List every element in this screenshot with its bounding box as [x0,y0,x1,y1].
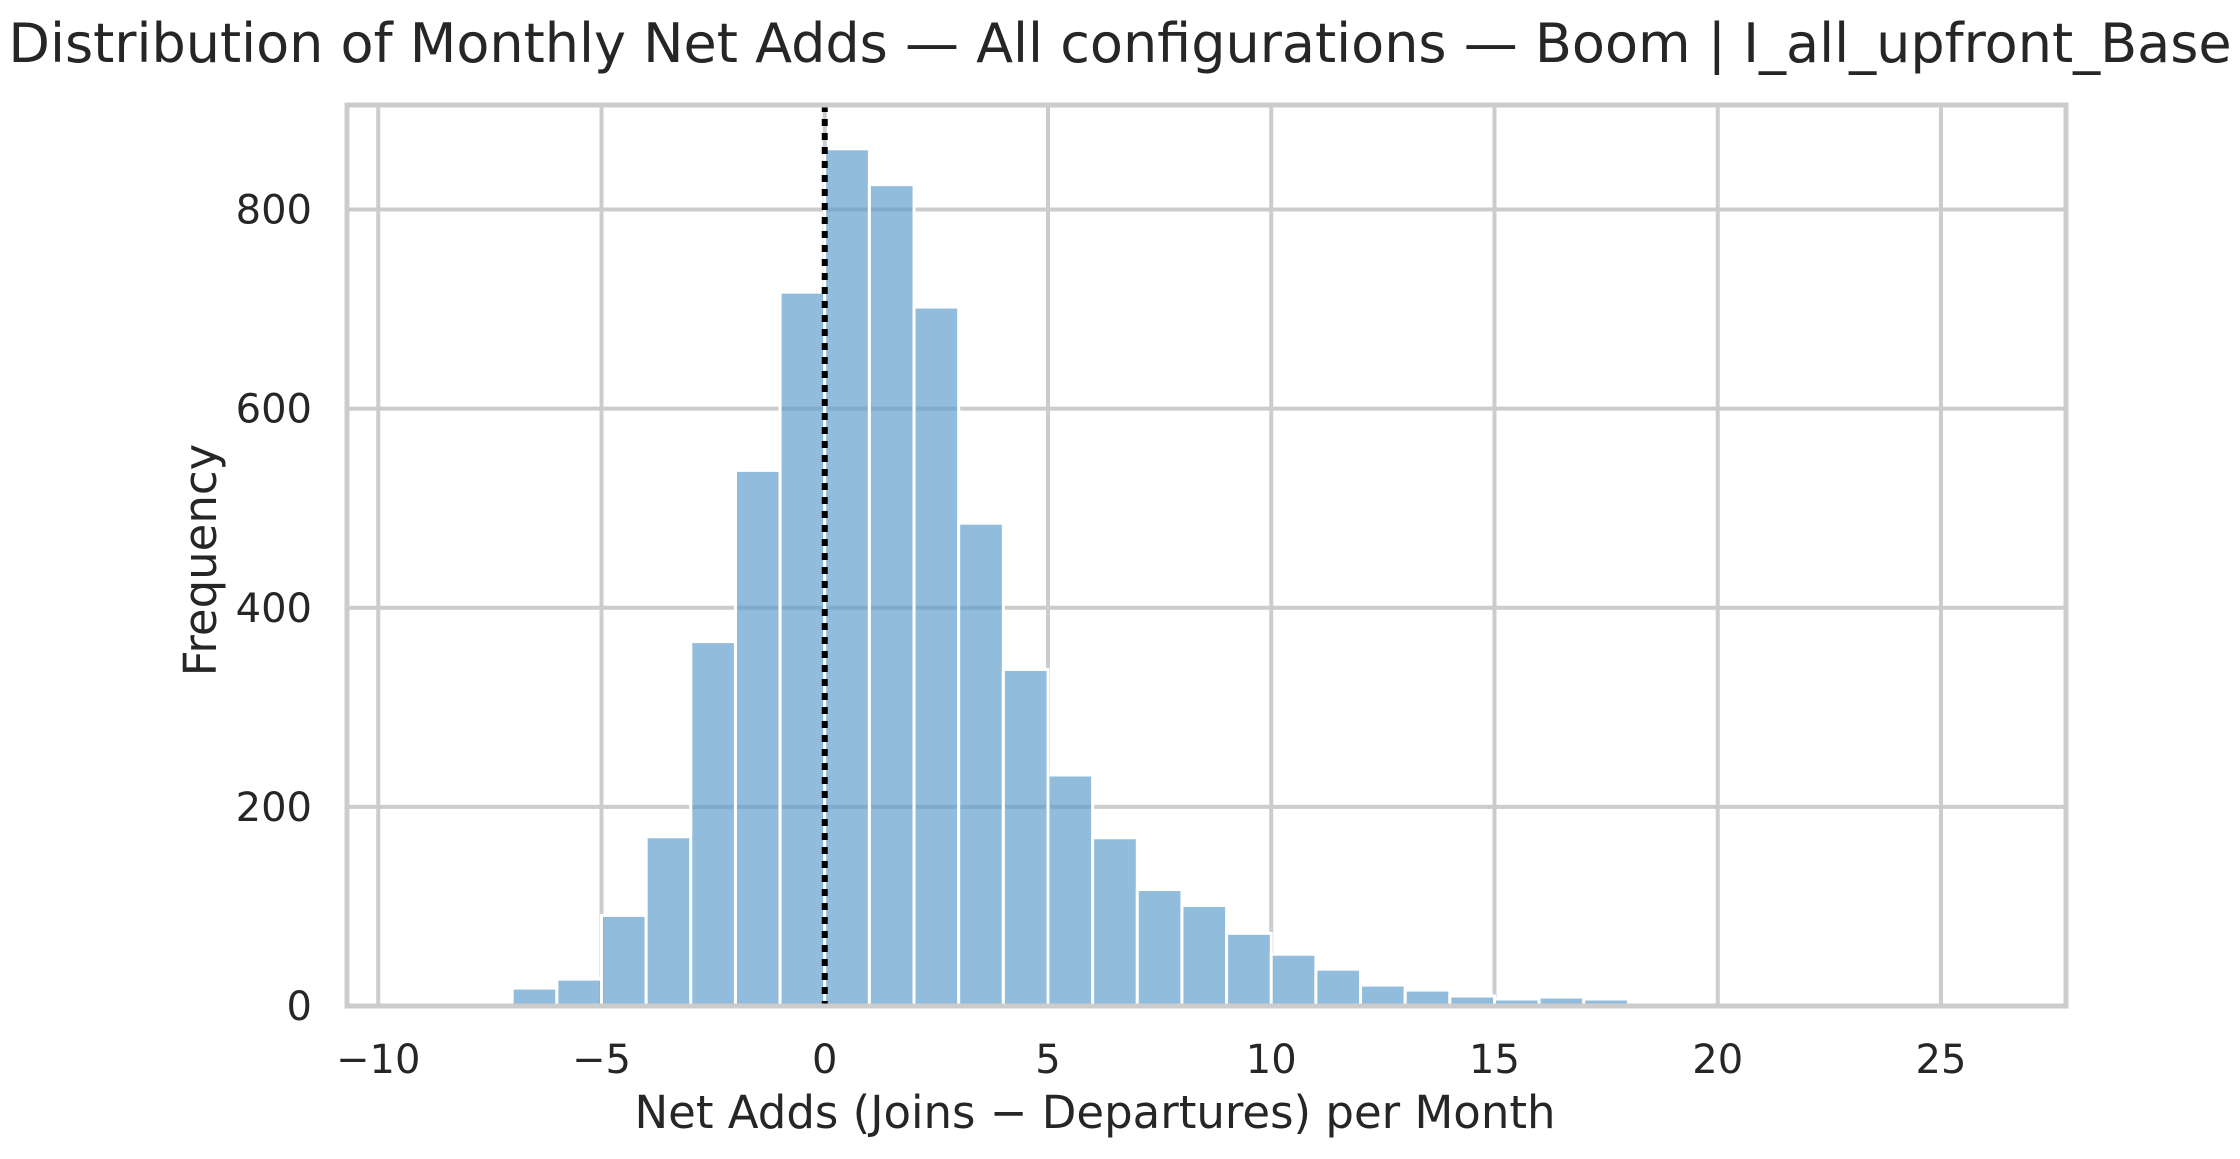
x-axis-label: Net Adds (Joins − Departures) per Month [634,1086,1555,1139]
chart-title: Distribution of Monthly Net Adds — All c… [8,12,2231,75]
histogram-bar [689,640,737,1008]
histogram-bar [1225,931,1273,1008]
grid-lines [347,105,2066,1008]
histogram-bar [1091,836,1139,1008]
x-tick-label: 25 [1916,1037,1967,1083]
x-tick-label: 0 [812,1037,837,1083]
x-tick-label: 10 [1246,1037,1297,1083]
x-tick-label: −5 [572,1037,631,1083]
x-tick-label: −10 [336,1037,420,1083]
histogram-bar [1135,888,1184,1008]
histogram-bar [555,977,604,1008]
y-tick-label: 800 [236,188,312,234]
y-axis-label: Frequency [174,444,227,676]
histogram-bar [778,290,827,1008]
plot-frame [344,102,2069,1009]
histogram-bar [1046,773,1095,1008]
histogram-bar [1359,983,1407,1008]
histogram-bar [733,468,782,1008]
histogram-bar [867,183,916,1008]
x-tick-label: 15 [1469,1037,1520,1083]
y-tick-label: 600 [236,387,312,433]
histogram-bars [376,147,2032,1008]
y-tick-label: 400 [236,586,312,632]
y-tick-label: 200 [236,785,312,831]
histogram-bar [957,521,1005,1008]
histogram-bar [1269,952,1318,1008]
y-axis-ticks: 0 200 400 600 800 [236,188,312,1030]
histogram-bar [1001,667,1050,1008]
histogram-bar [510,986,559,1008]
histogram-bar [1180,903,1229,1008]
histogram-bar [823,147,871,1008]
histogram-bar [912,305,961,1008]
histogram-bar [644,835,693,1008]
y-tick-label: 0 [287,984,312,1030]
histogram-bar [1314,967,1363,1008]
x-tick-label: 5 [1035,1037,1060,1083]
x-tick-label: 20 [1692,1037,1743,1083]
x-axis-ticks: −10 −5 0 5 10 15 20 25 [336,1037,1966,1083]
histogram-bar [600,913,648,1008]
